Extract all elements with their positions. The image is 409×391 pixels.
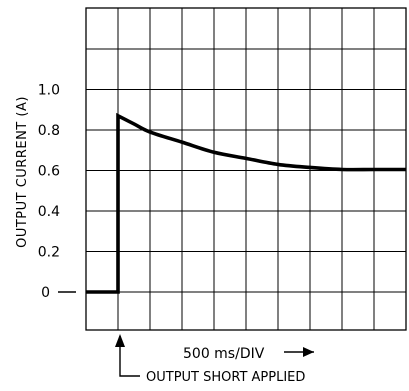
- y-axis-ticks: 0 0.2 0.4 0.6 0.8 1.0: [38, 83, 76, 301]
- right-arrow-head-icon: [303, 347, 314, 357]
- x-axis-label: 500 ms/DIV: [183, 346, 265, 362]
- annotation-output-short-applied: OUTPUT SHORT APPLIED: [146, 370, 305, 385]
- up-arrow-icon: [119, 336, 140, 377]
- annotation-group: OUTPUT SHORT APPLIED: [115, 334, 305, 385]
- x-axis-label-group: 500 ms/DIV: [183, 346, 314, 362]
- y-tick-label: 0.6: [38, 164, 60, 180]
- y-tick-label: 0.2: [38, 245, 60, 261]
- series-line-output-current: [86, 112, 406, 294]
- y-axis-label: OUTPUT CURRENT (A): [15, 96, 30, 248]
- y-tick-label: 0: [41, 285, 50, 301]
- up-arrow-head-icon: [115, 334, 125, 347]
- y-tick-label: 0.4: [38, 204, 60, 220]
- y-tick-label: 1.0: [38, 83, 60, 99]
- y-tick-label: 0.8: [38, 123, 60, 139]
